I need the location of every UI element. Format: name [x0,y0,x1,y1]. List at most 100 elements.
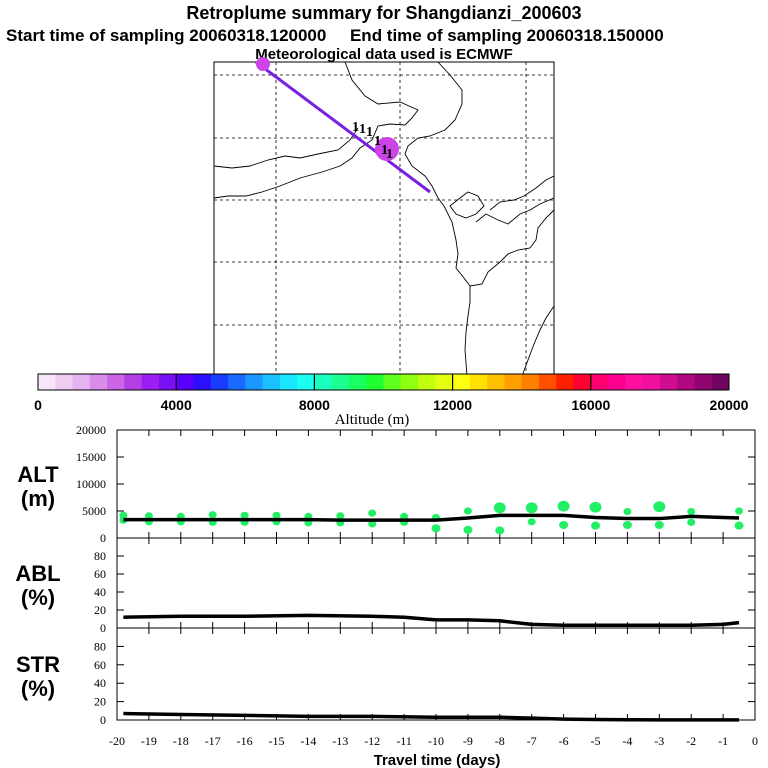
x-tick-label: -2 [686,734,696,748]
colorbar-swatch [245,374,264,390]
chart-title: Retroplume summary for Shangdianzi_20060… [186,3,582,23]
altitude-point [527,518,536,526]
y-tick-label: 60 [94,658,106,672]
altitude-point [525,502,538,514]
altitude-point [654,520,664,530]
colorbar-swatch [210,374,229,390]
x-tick-label: -5 [591,734,601,748]
x-tick-label: -15 [269,734,285,748]
altitude-point [495,526,505,535]
station-marker: 1 [366,125,373,140]
colorbar-swatch [504,374,523,390]
colorbar-swatch [279,374,298,390]
colorbar-swatch [55,374,74,390]
colorbar-swatch [348,374,367,390]
altitude-point [368,509,377,517]
altitude-point [589,501,602,513]
altitude-point [687,518,696,526]
y-tick-label: 40 [94,585,106,599]
colorbar-swatch [677,374,695,390]
x-tick-label: -1 [718,734,728,748]
colorbar-tick-label: 4000 [161,397,192,413]
colorbar-swatch [590,374,609,390]
x-axis-label: Travel time (days) [374,752,501,768]
altitude-point [735,507,744,515]
colorbar-swatch [608,374,626,390]
colorbar-swatch [400,374,419,390]
y-tick-label: 0 [100,621,106,635]
plume-end-marker [375,137,399,161]
x-tick-label: -8 [495,734,505,748]
station-marker: 1 [381,143,388,158]
y-tick-label: 20000 [76,423,106,437]
y-tick-label: 10000 [76,477,106,491]
colorbar-swatch [158,374,177,390]
sampling-times: Start time of sampling 20060318.120000 E… [0,26,768,46]
x-tick-label: -11 [396,734,412,748]
colorbar-swatch [38,374,56,390]
station-marker: 1 [352,120,359,135]
colorbar-swatch [521,374,540,390]
str-panel: 0 20 40 60 80 STR(%) [16,627,756,727]
x-tick-label: -14 [300,734,316,748]
colorbar-swatch [331,374,350,390]
altitude-panel: 0 5000 10000 15000 20000 ALT(m) [17,423,756,545]
x-tick-label: -17 [205,734,221,748]
y-tick-label: 40 [94,676,106,690]
met-data-note: Meteorological data used is ECMWF [255,46,513,63]
colorbar-swatch [107,374,125,390]
altitude-point [208,511,217,519]
colorbar-tick-label: 16000 [571,397,610,413]
colorbar-tick-label: 20000 [710,397,749,413]
altitude-point [734,521,744,530]
colorbar-frame [37,373,730,391]
station-marker: 1 [359,122,366,137]
altitude-colorbar [37,373,730,391]
x-tick-label: -20 [109,734,125,748]
x-tick-label: 0 [752,734,758,748]
station-markers: 1 1 1 1 1 1 [352,120,393,162]
y-tick-label: 0 [100,531,106,545]
x-tick-label: -10 [428,734,444,748]
colorbar-swatch [176,374,194,390]
colorbar-swatch [124,374,143,390]
y-tick-label: 0 [100,713,106,727]
panel-label: (%) [21,676,55,701]
panel-frame [116,627,756,721]
y-tick-label: 80 [94,549,106,563]
colorbar-swatch [89,374,108,390]
altitude-point [623,507,632,516]
colorbar-tick-label: 0 [34,397,42,413]
station-marker: 1 [374,134,381,149]
altitude-point [622,520,632,530]
series-line [123,513,740,522]
series-line [123,613,740,628]
colorbar-swatch [383,374,402,390]
altitude-point [431,524,441,533]
x-tick-label: -19 [141,734,157,748]
altitude-point [272,511,281,519]
panel-label: (%) [21,585,55,610]
y-tick-label: 20 [94,603,106,617]
start-time: Start time of sampling 20060318.120000 [6,26,327,45]
altitude-point [687,507,696,516]
x-tick-label: -9 [463,734,473,748]
x-tick-label: -6 [559,734,569,748]
panel-label: ABL [15,561,60,586]
end-time: End time of sampling 20060318.150000 [349,26,664,45]
altitude-point [559,520,569,530]
colorbar-swatch [573,374,592,390]
time-series-panels: 05000100001500020000ALT(m)020406080ABL(%… [15,423,758,748]
station-marker: 1 [386,147,393,162]
colorbar-swatch [72,374,91,390]
colorbar-swatch [642,374,661,390]
colorbar-swatch [538,374,557,390]
altitude-point [368,520,377,528]
panel-label: ALT [17,462,59,487]
altitude-point [336,512,345,520]
colorbar-label: Altitude (m) [335,412,410,428]
y-tick-label: 5000 [82,504,106,518]
colorbar-ticks: 0 4000 8000 12000 16000 20000 [34,374,749,413]
altitude-point [400,512,409,521]
